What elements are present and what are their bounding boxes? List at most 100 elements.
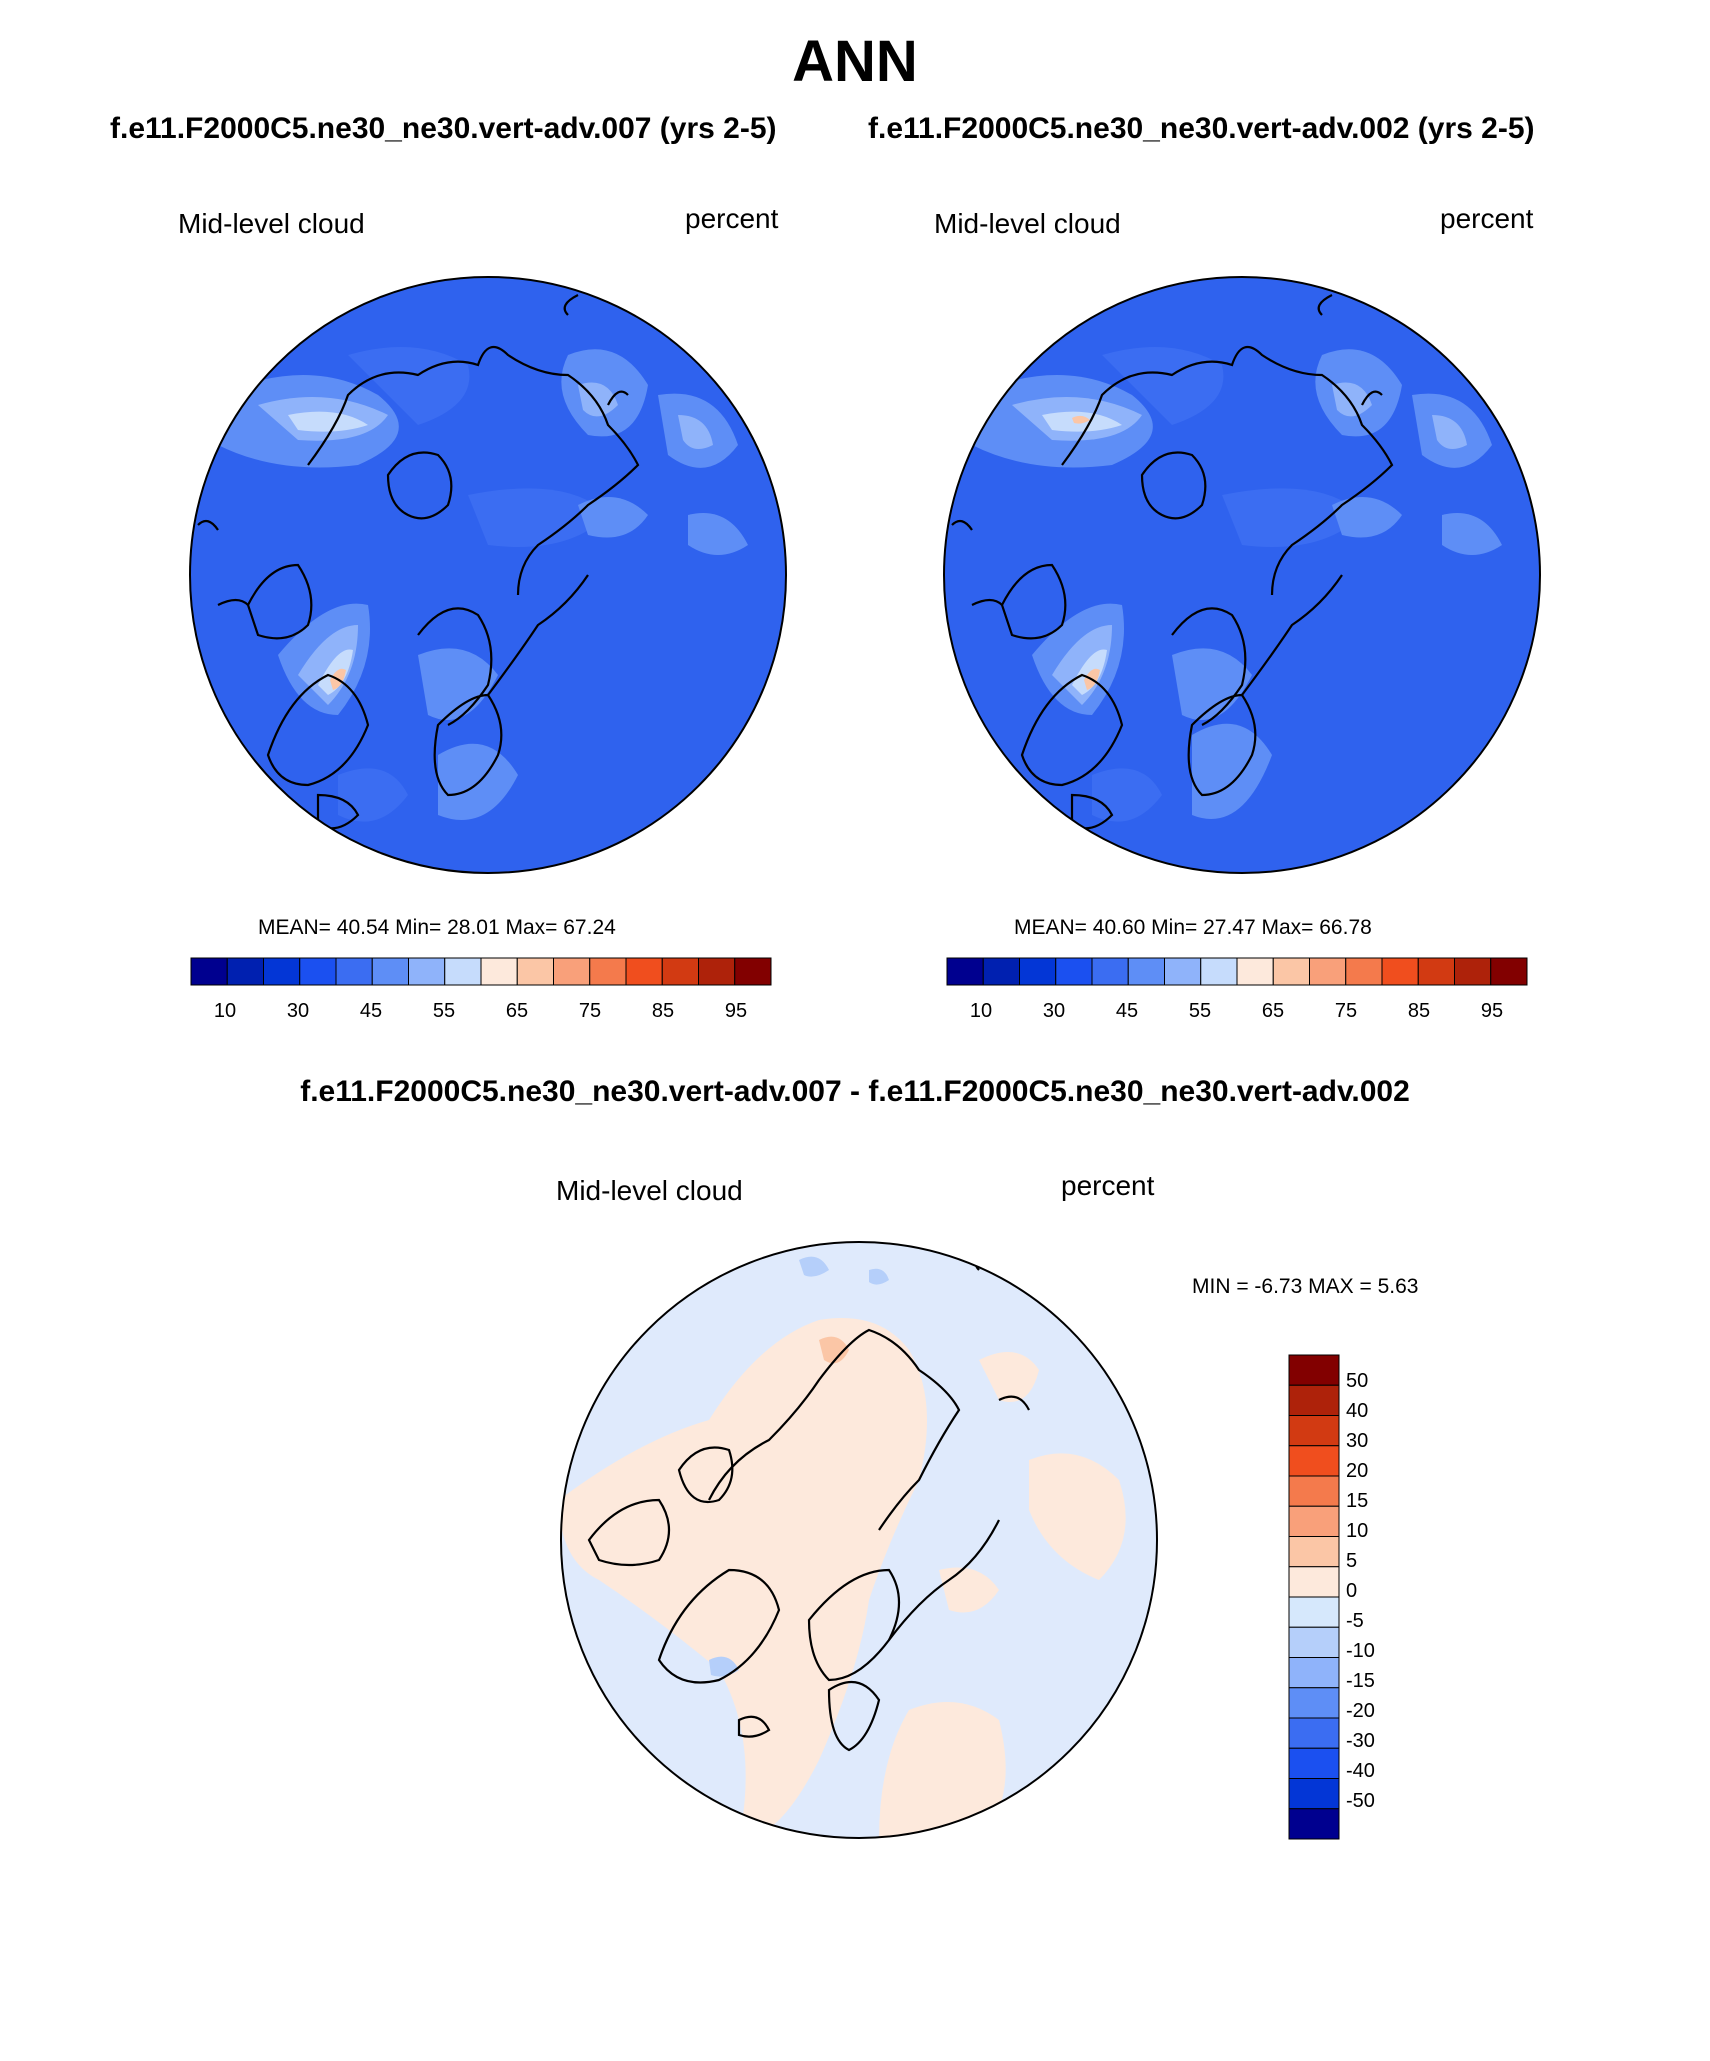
- panel1-stats: MEAN= 40.54 Min= 28.01 Max= 67.24: [258, 916, 616, 939]
- polar-map-diff: [560, 1241, 1158, 1839]
- colorbar-box: [1288, 1566, 1340, 1598]
- colorbar-box: [1288, 1475, 1340, 1507]
- diff-variable-label: Mid-level cloud: [556, 1175, 743, 1206]
- cb3-tick: 50: [1346, 1370, 1369, 1392]
- colorbar-box: [1288, 1354, 1340, 1386]
- diff-colorbar-ticks: 50 40 30 20 15 10 5 0 -5 -10 -15 -20 -30…: [1346, 1370, 1406, 1840]
- colorbar-box: [335, 957, 373, 986]
- colorbar-box: [1200, 957, 1238, 986]
- colorbar-box: [408, 957, 446, 986]
- cb1-tick: 10: [213, 1000, 237, 1022]
- cb1-tick: 65: [505, 1000, 529, 1022]
- cb1-tick: 45: [359, 1000, 383, 1022]
- colorbar-box: [480, 957, 518, 986]
- colorbar-box: [1288, 1384, 1340, 1416]
- colorbar-box: [946, 957, 984, 986]
- case-title-left: f.e11.F2000C5.ne30_ne30.vert-adv.007 (yr…: [110, 112, 777, 145]
- colorbar-box: [1019, 957, 1057, 986]
- colorbar-box: [625, 957, 663, 986]
- colorbar-box: [516, 957, 554, 986]
- colorbar-box: [1417, 957, 1455, 986]
- colorbar-box: [698, 957, 736, 986]
- colorbar-box: [263, 957, 301, 986]
- cb3-tick: -50: [1346, 1790, 1375, 1812]
- panel1-variable-label: Mid-level cloud: [178, 208, 365, 239]
- diff-stats: MIN = -6.73 MAX = 5.63: [1192, 1275, 1419, 1298]
- cb2-tick: 45: [1115, 1000, 1139, 1022]
- colorbar-box: [299, 957, 337, 986]
- cb3-tick: 30: [1346, 1430, 1369, 1452]
- cb3-tick: -30: [1346, 1730, 1375, 1752]
- diff-colorbar: [1288, 1354, 1340, 1840]
- cb2-tick: 10: [969, 1000, 993, 1022]
- polar-map-panel1: [189, 276, 787, 874]
- colorbar-box: [190, 957, 228, 986]
- colorbar-box: [1454, 957, 1492, 986]
- panel2-units-label: percent: [1440, 203, 1534, 234]
- colorbar-box: [1288, 1657, 1340, 1689]
- colorbar-box: [1164, 957, 1202, 986]
- colorbar-box: [1288, 1596, 1340, 1628]
- cb2-tick: 85: [1407, 1000, 1431, 1022]
- colorbar-box: [1381, 957, 1419, 986]
- colorbar-box: [1236, 957, 1274, 986]
- colorbar-box: [1490, 957, 1528, 986]
- cb1-tick: 30: [286, 1000, 310, 1022]
- diff-units-label: percent: [1061, 1170, 1155, 1201]
- cb1-tick: 95: [724, 1000, 748, 1022]
- panel1-colorbar: [190, 957, 772, 986]
- colorbar-box: [1288, 1626, 1340, 1658]
- panel2-variable-label: Mid-level cloud: [934, 208, 1121, 239]
- colorbar-box: [1288, 1747, 1340, 1779]
- case-title-right: f.e11.F2000C5.ne30_ne30.vert-adv.002 (yr…: [868, 112, 1535, 145]
- cb3-tick: -40: [1346, 1760, 1375, 1782]
- cb2-tick: 65: [1261, 1000, 1285, 1022]
- colorbar-box: [1309, 957, 1347, 986]
- cb3-tick: 15: [1346, 1490, 1369, 1512]
- cb2-tick: 75: [1334, 1000, 1358, 1022]
- cb3-tick: 0: [1346, 1580, 1358, 1602]
- cb1-tick: 55: [432, 1000, 456, 1022]
- colorbar-box: [553, 957, 591, 986]
- polar-map-panel2: [943, 276, 1541, 874]
- colorbar-box: [1288, 1415, 1340, 1447]
- colorbar-box: [1288, 1505, 1340, 1537]
- colorbar-box: [226, 957, 264, 986]
- cb3-tick: 20: [1346, 1460, 1369, 1482]
- panel2-colorbar: [946, 957, 1528, 986]
- diff-title: f.e11.F2000C5.ne30_ne30.vert-adv.007 - f…: [300, 1075, 1410, 1108]
- colorbar-box: [1288, 1717, 1340, 1749]
- figure-title: ANN: [792, 29, 918, 94]
- cb3-tick: 10: [1346, 1520, 1369, 1542]
- colorbar-box: [1288, 1536, 1340, 1568]
- cb2-tick: 55: [1188, 1000, 1212, 1022]
- colorbar-box: [1055, 957, 1093, 986]
- colorbar-box: [1127, 957, 1165, 986]
- panel2-stats: MEAN= 40.60 Min= 27.47 Max= 66.78: [1014, 916, 1372, 939]
- cb3-tick: 40: [1346, 1400, 1369, 1422]
- cb3-tick: -5: [1346, 1610, 1364, 1632]
- colorbar-box: [1272, 957, 1310, 986]
- colorbar-box: [661, 957, 699, 986]
- colorbar-box: [734, 957, 772, 986]
- colorbar-box: [1288, 1808, 1340, 1840]
- colorbar-box: [1091, 957, 1129, 986]
- cb3-tick: 5: [1346, 1550, 1358, 1572]
- cb3-tick: -15: [1346, 1670, 1375, 1692]
- cb2-tick: 30: [1042, 1000, 1066, 1022]
- colorbar-box: [1288, 1778, 1340, 1810]
- colorbar-box: [1345, 957, 1383, 986]
- panel2-colorbar-ticks: 10 30 45 55 65 75 85 95: [0, 1000, 1710, 1030]
- cb3-tick: -10: [1346, 1640, 1375, 1662]
- colorbar-box: [589, 957, 627, 986]
- cb1-tick: 85: [651, 1000, 675, 1022]
- cb1-tick: 75: [578, 1000, 602, 1022]
- colorbar-box: [1288, 1687, 1340, 1719]
- cb2-tick: 95: [1480, 1000, 1504, 1022]
- colorbar-box: [982, 957, 1020, 986]
- cb3-tick: -20: [1346, 1700, 1375, 1722]
- colorbar-box: [1288, 1445, 1340, 1477]
- colorbar-box: [371, 957, 409, 986]
- panel1-units-label: percent: [685, 203, 779, 234]
- colorbar-box: [444, 957, 482, 986]
